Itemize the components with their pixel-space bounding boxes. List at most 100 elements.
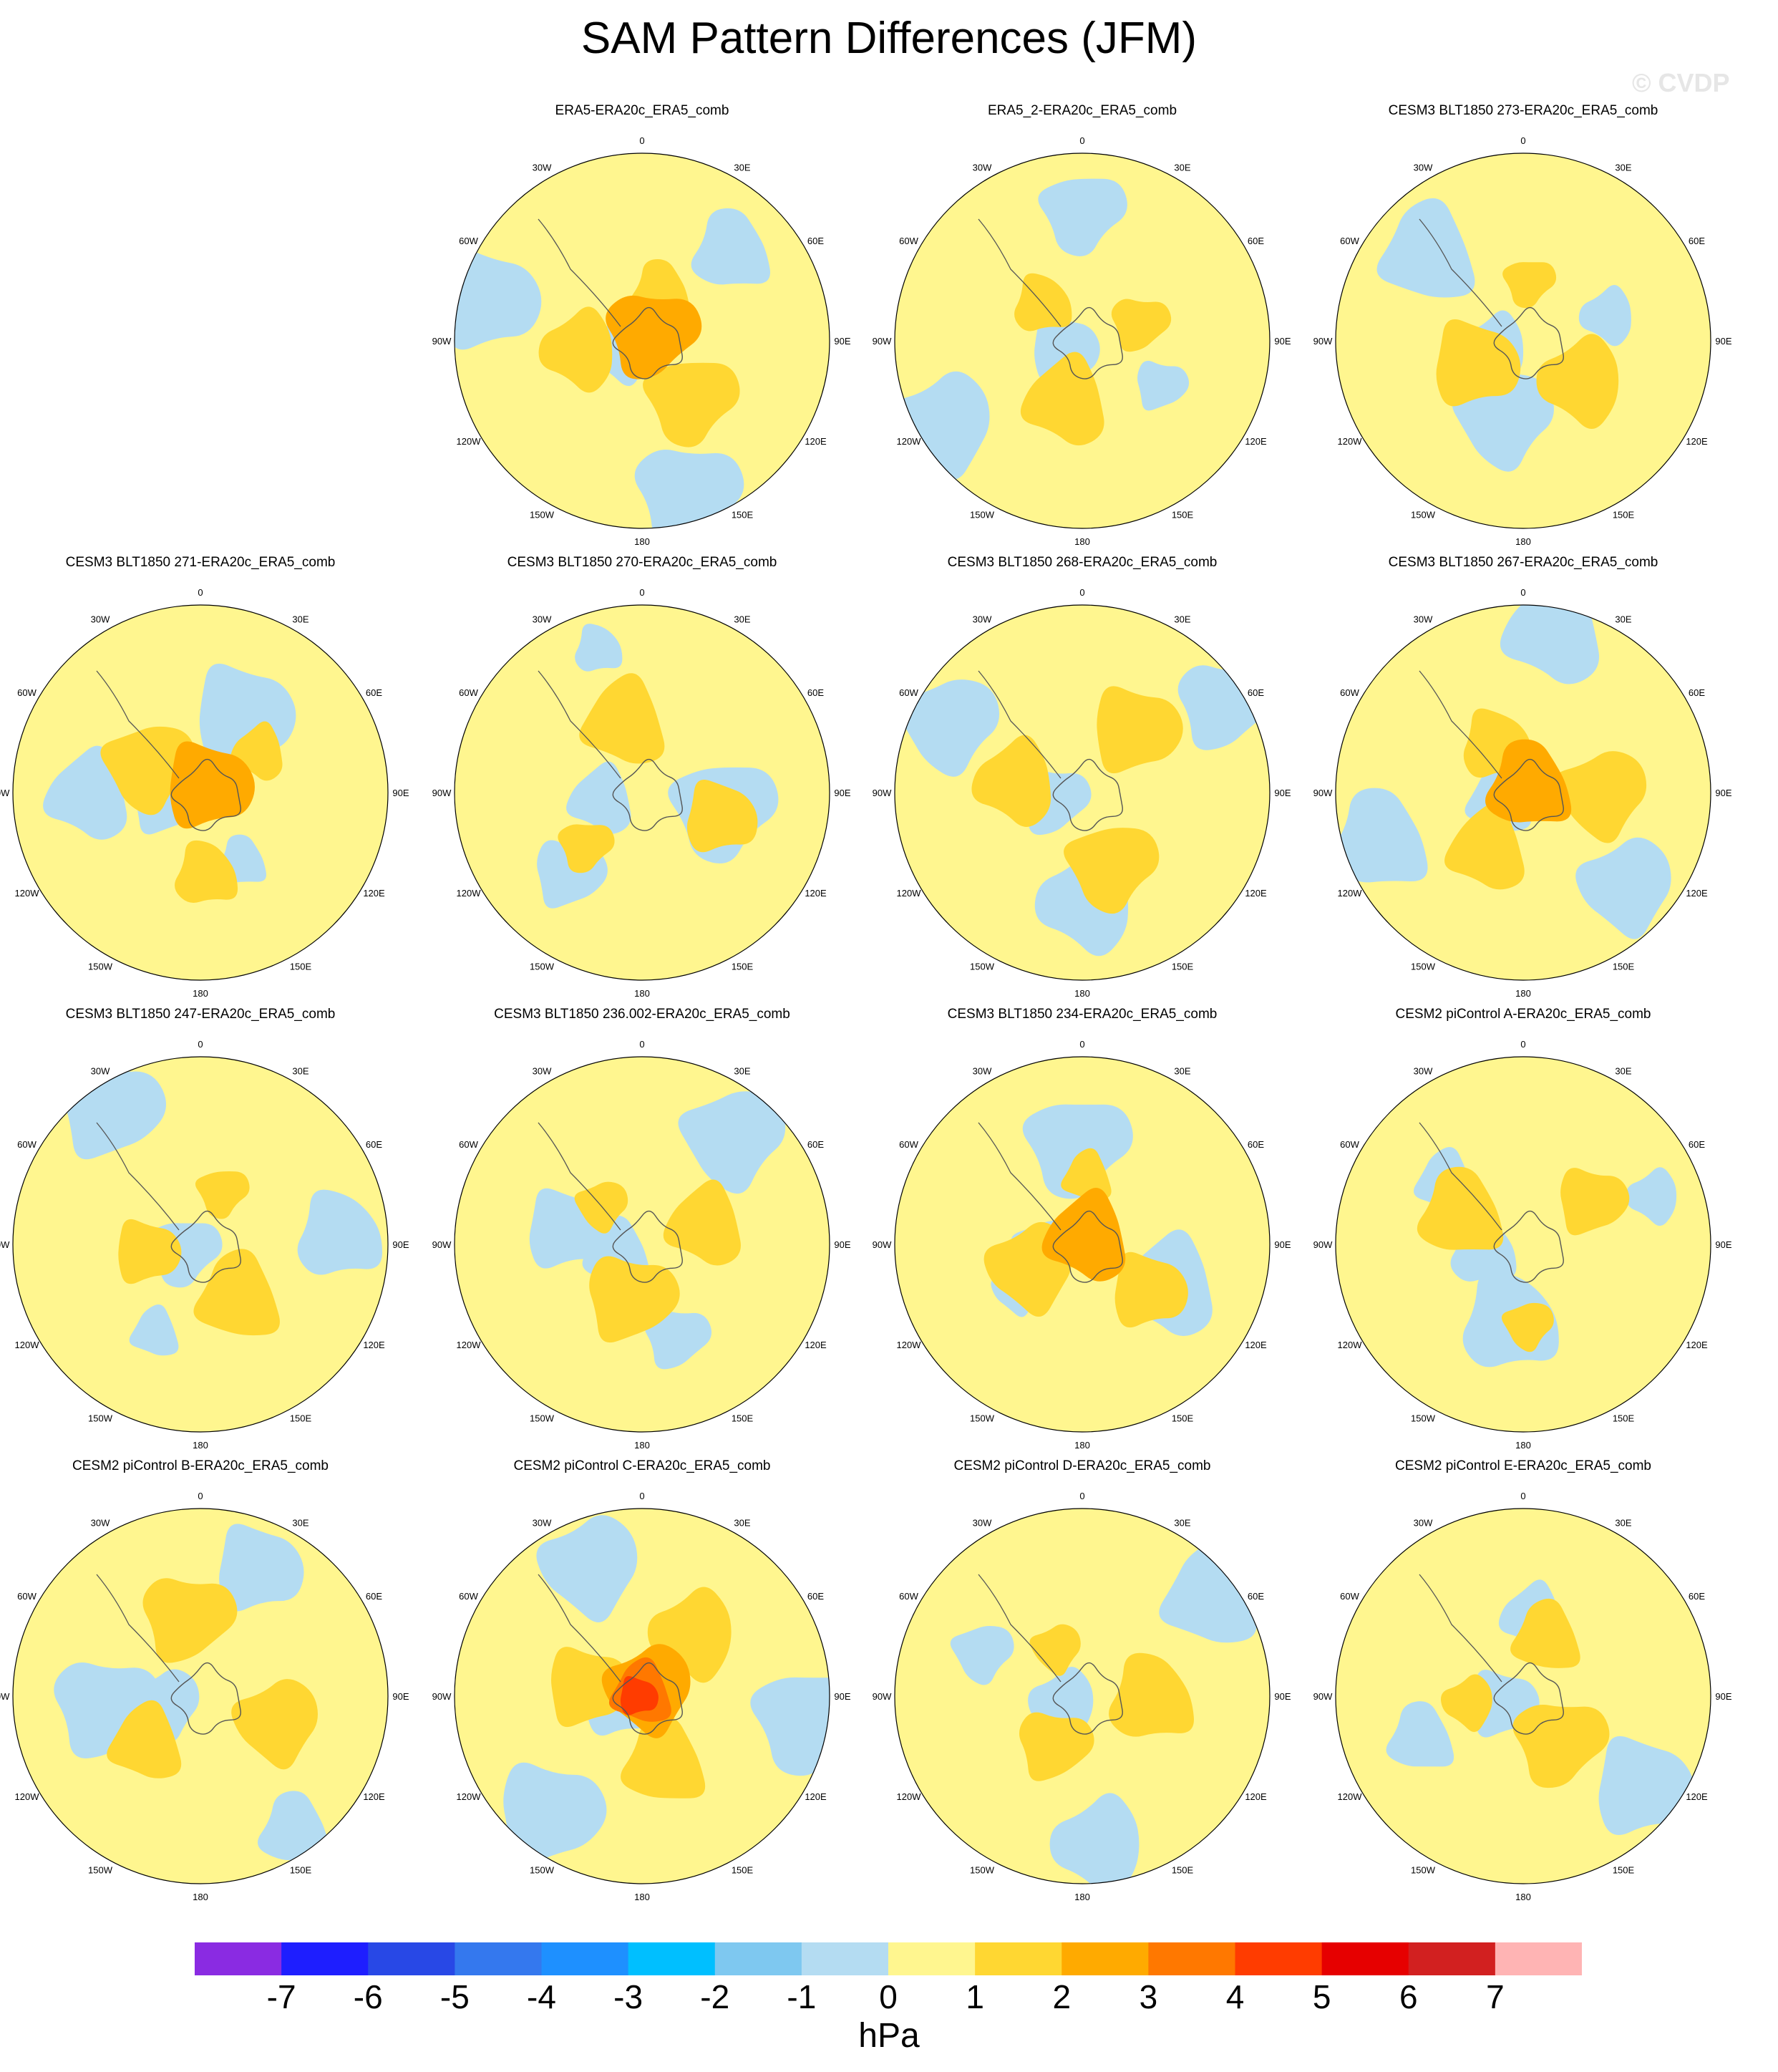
contour-positive bbox=[1501, 1302, 1554, 1352]
longitude-label: 180 bbox=[1515, 536, 1531, 547]
longitude-label: 180 bbox=[634, 1892, 650, 1902]
contour-positive bbox=[1019, 1712, 1094, 1781]
colorbar-swatch bbox=[628, 1942, 716, 1975]
contour-positive bbox=[195, 1171, 250, 1219]
longitude-label: 120E bbox=[1686, 888, 1708, 899]
longitude-label: 150W bbox=[970, 962, 995, 972]
polar-map: 0 30E 60E 90E 120E 150E 180 150W 120W 90W 60W 30W bbox=[0, 1039, 409, 1451]
longitude-label: 90E bbox=[1274, 1691, 1291, 1702]
longitude-label: 150W bbox=[530, 962, 555, 972]
longitude-label: 120W bbox=[897, 1340, 922, 1350]
map-border bbox=[894, 1056, 1271, 1433]
polar-map: 0 30E 60E 90E 120E 150E 180 150W 120W 90W 60W 30W bbox=[432, 135, 851, 547]
longitude-label: 150E bbox=[732, 1865, 754, 1876]
colorbar-tick-label: 0 bbox=[879, 1978, 898, 2015]
polar-map: 0 30E 60E 90E 120E 150E 180 150W 120W 90W 60W 30W bbox=[432, 587, 851, 999]
longitude-label: 30W bbox=[533, 1066, 552, 1077]
longitude-label: 90E bbox=[834, 1239, 850, 1250]
longitude-label: 0 bbox=[1079, 1491, 1084, 1501]
longitude-label: 60E bbox=[366, 687, 382, 698]
polar-map: 0 30E 60E 90E 120E 150E 180 150W 120W 90W 60W 30W bbox=[873, 135, 1291, 547]
longitude-label: 150W bbox=[1411, 1413, 1436, 1424]
longitude-label: 30E bbox=[1174, 1066, 1190, 1077]
colorbar-ticks: -7 -6 -5 -4 -3 -2 -1 0 1 2 3 4 5 6 7 bbox=[0, 1977, 1778, 2020]
longitude-label: 30E bbox=[1615, 1518, 1631, 1529]
longitude-label: 120E bbox=[805, 1791, 827, 1802]
longitude-label: 180 bbox=[1074, 1892, 1090, 1902]
longitude-label: 30W bbox=[91, 1518, 110, 1529]
colorbar-swatch bbox=[368, 1942, 455, 1975]
panel-title: CESM2 piControl E-ERA20c_ERA5_comb bbox=[1395, 1458, 1651, 1473]
colorbar-tick-label: -4 bbox=[527, 1978, 556, 2015]
longitude-label: 150E bbox=[1172, 1865, 1194, 1876]
coastline bbox=[170, 1210, 241, 1283]
panel-title: ERA5_2-ERA20c_ERA5_comb bbox=[987, 103, 1177, 118]
panel-title: CESM3 BLT1850 236.002-ERA20c_ERA5_comb bbox=[494, 1007, 790, 1022]
contour-negative bbox=[1575, 837, 1671, 939]
contour-positive bbox=[538, 306, 613, 393]
coastline bbox=[978, 1574, 1062, 1683]
panel-title: CESM3 BLT1850 268-ERA20c_ERA5_comb bbox=[947, 555, 1218, 570]
colorbar-tick-label: 2 bbox=[1052, 1978, 1072, 2015]
colorbar-swatch bbox=[888, 1942, 976, 1975]
coastline bbox=[1052, 1662, 1123, 1735]
contour-positive bbox=[1512, 1704, 1610, 1788]
map-panel: CESM3 BLT1850 234-ERA20c_ERA5_comb 0 30E 60… bbox=[873, 1007, 1291, 1458]
map-border bbox=[894, 604, 1271, 981]
longitude-label: 120W bbox=[1338, 1791, 1363, 1802]
longitude-label: 90W bbox=[873, 1691, 892, 1702]
longitude-label: 60E bbox=[807, 1591, 824, 1602]
longitude-label: 90W bbox=[1313, 1239, 1333, 1250]
contour-negative bbox=[950, 1625, 1014, 1685]
longitude-label: 60E bbox=[1689, 1591, 1705, 1602]
longitude-label: 30E bbox=[1174, 163, 1190, 173]
contour-positive bbox=[663, 1179, 741, 1266]
longitude-label: 30E bbox=[734, 1518, 750, 1529]
longitude-label: 0 bbox=[1520, 135, 1525, 146]
longitude-label: 30W bbox=[533, 1518, 552, 1529]
longitude-label: 120W bbox=[15, 1340, 40, 1350]
coastline bbox=[612, 758, 683, 831]
coastline bbox=[538, 218, 621, 327]
longitude-label: 30W bbox=[973, 163, 992, 173]
longitude-label: 60W bbox=[1340, 687, 1359, 698]
longitude-label: 30W bbox=[1414, 163, 1433, 173]
coastline bbox=[538, 1122, 621, 1231]
colorbar-tick-label: -7 bbox=[266, 1978, 296, 2015]
colorbar-tick-label: 5 bbox=[1312, 1978, 1331, 2015]
longitude-label: 60W bbox=[459, 1591, 478, 1602]
longitude-label: 60W bbox=[899, 236, 918, 246]
panel-title: CESM3 BLT1850 271-ERA20c_ERA5_comb bbox=[65, 555, 336, 570]
contour-negative bbox=[566, 761, 631, 834]
longitude-label: 120E bbox=[1245, 1340, 1267, 1350]
longitude-label: 90W bbox=[432, 788, 452, 798]
map-panel: CESM2 piControl D-ERA20c_ERA5_comb 0 30E 60… bbox=[873, 1458, 1291, 1909]
map-border bbox=[454, 1056, 830, 1433]
longitude-label: 90W bbox=[1313, 788, 1333, 798]
contour-negative bbox=[219, 1524, 304, 1612]
map-panel: ERA5_2-ERA20c_ERA5_comb 0 30E 60E 90E 120E 150… bbox=[873, 103, 1291, 554]
contour-positive bbox=[1417, 1166, 1504, 1250]
longitude-label: 150E bbox=[1172, 510, 1194, 521]
longitude-label: 150E bbox=[732, 962, 754, 972]
map-border bbox=[454, 604, 830, 981]
contour-positive bbox=[1109, 1652, 1195, 1737]
map-panel: CESM3 BLT1850 247-ERA20c_ERA5_comb 0 30E 60… bbox=[0, 1007, 409, 1458]
colorbar-swatch bbox=[1235, 1942, 1323, 1975]
longitude-label: 90E bbox=[1274, 336, 1291, 347]
map-panel: CESM3 BLT1850 273-ERA20c_ERA5_comb 0 30E 60… bbox=[1313, 103, 1732, 554]
longitude-label: 120E bbox=[1245, 1791, 1267, 1802]
colorbar-tick-label: 7 bbox=[1486, 1978, 1505, 2015]
longitude-label: 120E bbox=[1686, 436, 1708, 447]
contour-positive bbox=[643, 362, 740, 447]
colorbar-tick-label: -1 bbox=[787, 1978, 817, 2015]
contour-positive bbox=[1097, 686, 1183, 774]
longitude-label: 60E bbox=[1689, 236, 1705, 246]
longitude-label: 150W bbox=[88, 962, 113, 972]
colorbar-swatch bbox=[1148, 1942, 1236, 1975]
longitude-label: 120W bbox=[15, 1791, 40, 1802]
longitude-label: 0 bbox=[1079, 1039, 1084, 1050]
longitude-label: 180 bbox=[634, 1440, 650, 1451]
longitude-label: 60E bbox=[807, 687, 824, 698]
longitude-label: 90E bbox=[1274, 1239, 1291, 1250]
